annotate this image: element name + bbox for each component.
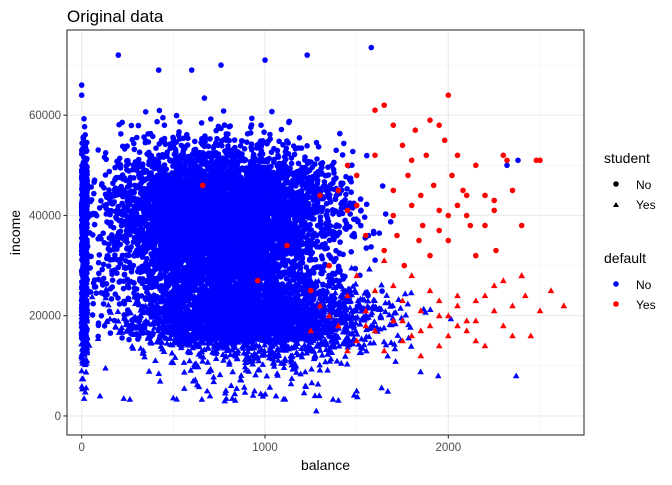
point-default-no-student-no (199, 322, 205, 328)
point-default-no-student-no (364, 245, 370, 251)
point-default-no-student-no (276, 139, 282, 145)
point-default-no-student-no (136, 123, 142, 129)
point-default-no-student-no (157, 108, 163, 114)
point-default-no-student-no (104, 202, 110, 208)
point-default-no-student-no (202, 95, 208, 101)
point-default-no-student-no (101, 301, 107, 307)
point-default-no-student-no (108, 330, 114, 336)
point-default-no-student-no (154, 119, 160, 125)
point-default-no-student-no (112, 318, 118, 324)
point-default-no-student-no (328, 320, 334, 326)
point-default-no-student-no (106, 263, 112, 269)
point-default-no-student-no (343, 192, 349, 198)
point-default-no-student-no (174, 113, 180, 119)
point-default-no-student-no (126, 337, 132, 343)
point-default-no-student-no (238, 143, 244, 149)
point-default-no-student-no (331, 310, 337, 316)
point-default-no-student-no (109, 296, 115, 302)
point-default-no-student-no (232, 137, 238, 143)
point-default-no-student-no (106, 187, 112, 193)
point-default-no-student-no (337, 239, 343, 245)
point-default-no-student-no (362, 214, 368, 220)
point-default-no-student-no (134, 135, 140, 141)
chart-title: Original data (67, 7, 164, 26)
point-default-no-student-no (95, 147, 101, 153)
point-default-no-student-no (275, 148, 281, 154)
point-default-no-student-no (304, 143, 310, 149)
point-default-no-student-no (98, 198, 104, 204)
point-default-no-student-no (102, 240, 108, 246)
point-default-no-student-no (261, 129, 267, 135)
point-default-no-student-no (364, 153, 370, 159)
point-default-no-student-no (318, 311, 324, 317)
